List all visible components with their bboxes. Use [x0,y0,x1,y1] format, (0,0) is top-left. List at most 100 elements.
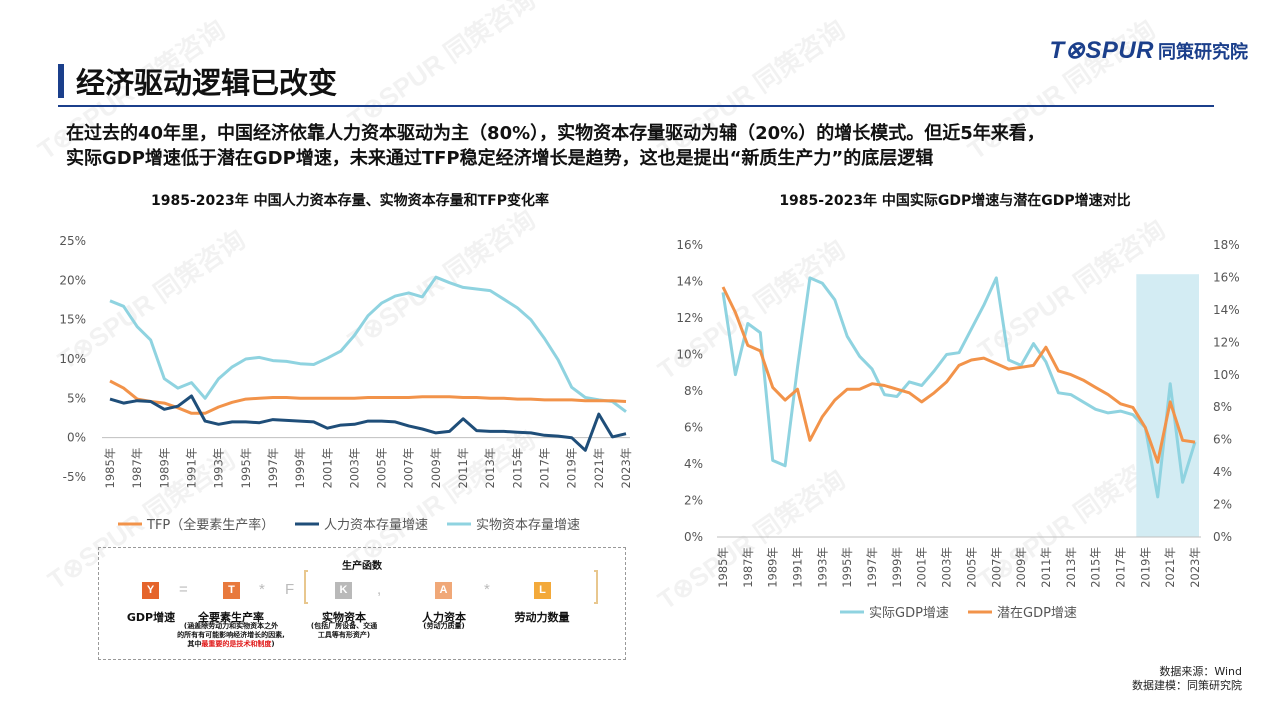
y-tick-label: 25% [59,234,86,248]
x-tick-label: 1993年 [815,547,829,588]
x-tick-label: 1991年 [184,448,198,489]
formula-k-label: 实物资本 [322,611,366,624]
y-left-tick-label: 12% [676,311,703,325]
y-left-tick-label: 8% [684,384,703,398]
series-line-3 [109,275,627,413]
y-tick-label: 20% [59,273,86,287]
legend-label: TFP（全要素生产率） [146,517,274,533]
formula-times-operator: * [259,581,265,598]
title-divider [58,105,1214,107]
formula-k-symbol: K [335,582,352,599]
x-tick-label: 2005年 [964,547,978,588]
y-left-tick-label: 6% [684,421,703,435]
formula-f-symbol: F [285,581,295,598]
formula-times-operator-2: * [484,581,490,598]
formula-a-note: (劳动力质量) [423,622,465,630]
x-tick-label: 2023年 [1188,547,1202,588]
chart-1-title: 1985-2023年 中国人力资本存量、实物资本存量和TFP变化率 [151,193,549,209]
x-tick-label: 2009年 [429,448,443,489]
x-tick-label: 1989年 [766,547,780,588]
x-tick-label: 2019年 [1138,547,1152,588]
subtitle-line-2: 实际GDP增速低于潜在GDP增速，未来通过TFP稳定经济增长是趋势，这也是提出“… [66,148,934,169]
formula-t-symbol: T [223,582,240,599]
chart-2: 16% 14% 12% 10% 8% 6% 4% 2% 0% 18% 16% 14% 12% 10% 8% 6… [676,238,1240,621]
y-right-tick-label: 14% [1213,303,1240,317]
x-tick-label: 2011年 [456,448,470,489]
y-right-tick-label: 2% [1213,498,1232,512]
x-tick-label: 2021年 [592,448,606,489]
y-right-tick-label: 4% [1213,465,1232,479]
x-tick-label: 2013年 [483,448,497,489]
chart-2-title: 1985-2023年 中国实际GDP增速与潜在GDP增速对比 [779,193,1131,209]
y-tick-label: 10% [59,352,86,366]
y-left-tick-label: 4% [684,457,703,471]
formula-title: 生产函数 [342,561,382,572]
formula-right-bracket [594,570,598,604]
chart-1: 25% 20% 15% 10% 5% 0% -5% 1985年 1987年 1989年 1991年 1… [59,234,633,533]
x-tick-label: 2019年 [565,448,579,489]
formula-equals: = [179,581,188,598]
y-left-tick-label: 2% [684,494,703,508]
x-tick-label: 2015年 [510,448,524,489]
y-tick-label: -5% [63,470,86,484]
x-tick-label: 1985年 [716,547,730,588]
production-function-box: 生产函数 Y = T * F K , A * L GDP增速 全要素生产率 (涵… [98,547,626,660]
x-tick-label: 2009年 [1014,547,1028,588]
x-tick-label: 2011年 [1039,547,1053,588]
legend-label: 实物资本存量增速 [476,518,580,533]
x-tick-label: 2005年 [375,448,389,489]
x-tick-label: 2003年 [347,448,361,489]
x-tick-label: 1995年 [840,547,854,588]
x-tick-label: 1997年 [865,547,879,588]
formula-a-symbol: A [435,582,452,599]
data-source: 数据来源：Wind 数据建模：同策研究院 [1132,665,1242,693]
y-left-tick-label: 10% [676,348,703,362]
series-line-1 [721,276,1197,499]
x-tick-label: 2021年 [1163,547,1177,588]
legend-label: 潜在GDP增速 [997,606,1077,621]
y-left-tick-label: 16% [676,238,703,252]
x-tick-label: 1993年 [212,448,226,489]
x-tick-label: 2013年 [1064,547,1078,588]
y-right-tick-label: 12% [1213,335,1240,349]
formula-t-note-highlight: 最重要的是技术和制度 [201,640,272,648]
x-tick-label: 1995年 [239,448,253,489]
x-tick-label: 1987年 [741,547,755,588]
y-right-tick-label: 10% [1213,368,1240,382]
x-tick-label: 1989年 [157,448,171,489]
x-tick-label: 2017年 [538,448,552,489]
series-line-1 [109,379,627,415]
x-tick-label: 2007年 [989,547,1003,588]
title-accent-bar [58,64,64,98]
x-tick-label: 1991年 [791,547,805,588]
y-right-tick-label: 0% [1213,530,1232,544]
formula-l-label: 劳动力数量 [514,611,570,624]
y-tick-label: 5% [67,391,86,405]
x-tick-label: 2001年 [915,547,929,588]
formula-comma: , [377,581,382,598]
brand-mark: T⊗SPUR [1049,37,1154,64]
y-tick-label: 0% [67,431,86,445]
series-line-2 [109,394,627,452]
brand-name: 同策研究院 [1158,41,1248,63]
x-tick-label: 2015年 [1089,547,1103,588]
formula-k-note: (包括厂房设备、交通 工具等有形资产) [310,622,378,639]
formula-t-note: (涵盖除劳动力和实物资本之外 的所有有可能影响经济增长的因素, 其中最重要的是技… [177,622,285,648]
brand-logo: T⊗SPUR 同策研究院 [1050,36,1248,65]
data-source-line: 数据来源：Wind [1159,665,1242,678]
formula-y-label: GDP增速 [126,611,176,624]
formula-t-label: 全要素生产率 [198,611,264,624]
formula-left-bracket [304,570,308,604]
x-tick-label: 1997年 [266,448,280,489]
x-tick-label: 1999年 [890,547,904,588]
formula-y-symbol: Y [142,582,159,599]
x-tick-label: 1987年 [130,448,144,489]
y-right-tick-label: 8% [1213,400,1232,414]
x-tick-label: 1985年 [103,448,117,489]
x-tick-label: 2017年 [1113,547,1127,588]
y-left-tick-label: 14% [676,275,703,289]
series-line-2 [721,286,1196,464]
x-tick-label: 1999年 [293,448,307,489]
legend-label: 实际GDP增速 [869,606,949,621]
legend-label: 人力资本存量增速 [324,518,428,533]
